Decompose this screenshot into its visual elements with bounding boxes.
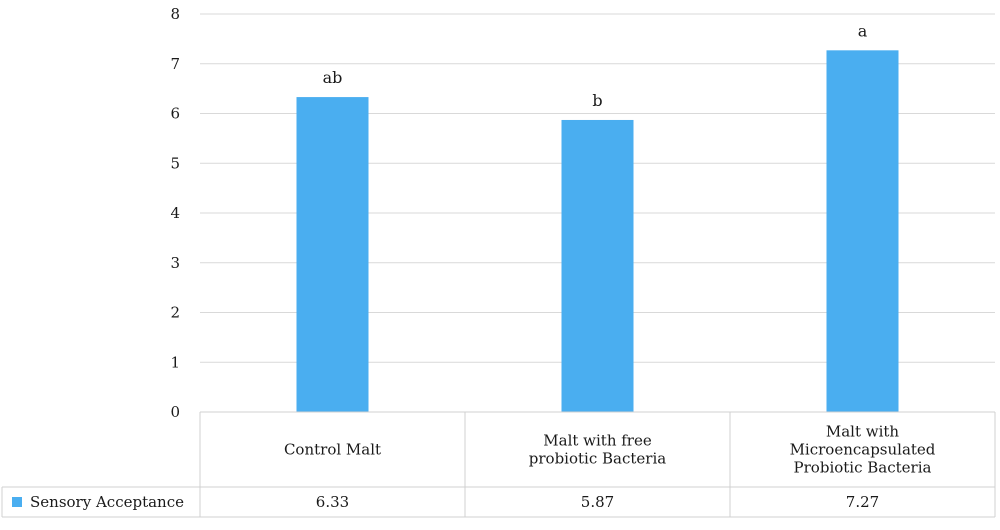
data-value-label: 6.33 xyxy=(316,493,349,511)
category-label-line: Malt with xyxy=(826,423,900,441)
category-label-line: Probiotic Bacteria xyxy=(794,459,932,477)
bar xyxy=(826,50,899,412)
x-category-label: Control Malt xyxy=(284,441,381,459)
bar xyxy=(561,119,634,412)
data-table: Control Malt Malt with free probiotic Bact… xyxy=(1,411,996,518)
y-tick-label: 0 xyxy=(170,403,180,421)
bars xyxy=(296,50,899,413)
y-tick-label: 2 xyxy=(170,304,180,322)
legend-label: Sensory Acceptance xyxy=(30,493,184,511)
category-label-line: Microencapsulated xyxy=(790,441,936,459)
y-tick-label: 6 xyxy=(170,105,180,123)
x-category-label: Malt with Microencapsulated Probiotic Bact… xyxy=(790,423,936,477)
legend-swatch xyxy=(12,497,22,507)
y-axis: 0 1 2 3 4 5 6 7 8 xyxy=(170,5,180,421)
y-tick-label: 7 xyxy=(170,55,180,73)
y-tick-label: 8 xyxy=(170,5,180,23)
significance-labels: ab b a xyxy=(323,21,868,110)
category-label-line: probiotic Bacteria xyxy=(529,450,666,468)
y-tick-label: 1 xyxy=(170,353,180,371)
data-value-label: 5.87 xyxy=(581,493,614,511)
category-label-line: Malt with free xyxy=(543,432,652,450)
data-value-label: 7.27 xyxy=(846,493,879,511)
significance-letter: a xyxy=(858,21,868,40)
significance-letter: b xyxy=(592,91,602,110)
y-tick-label: 4 xyxy=(170,204,180,222)
category-label-line: Control Malt xyxy=(284,441,381,459)
x-category-label: Malt with free probiotic Bacteria xyxy=(529,432,666,468)
bar xyxy=(296,97,369,413)
significance-letter: ab xyxy=(323,68,343,87)
y-tick-label: 5 xyxy=(170,154,180,172)
y-tick-label: 3 xyxy=(170,254,180,272)
